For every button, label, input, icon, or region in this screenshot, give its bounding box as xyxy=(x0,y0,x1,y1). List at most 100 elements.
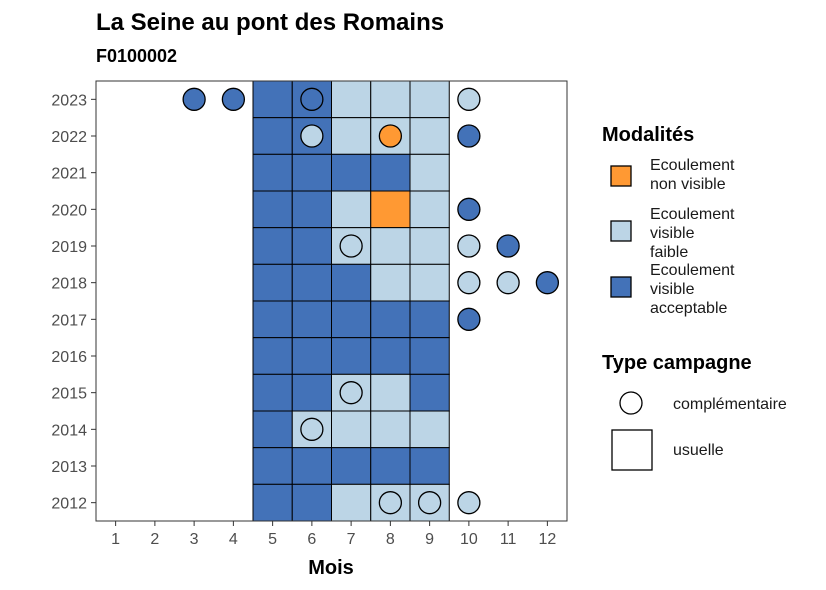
legend-key-non_visible xyxy=(610,165,632,187)
tile-2017-8 xyxy=(370,300,411,339)
x-tick-label: 10 xyxy=(460,531,478,548)
tile-2020-9 xyxy=(409,190,450,229)
point-2012-10 xyxy=(457,491,481,515)
legend-label-acceptable: Ecoulement visible acceptable xyxy=(650,262,735,317)
tile-2017-6 xyxy=(291,300,332,339)
tile-2022-7 xyxy=(331,117,372,155)
tile-2018-5 xyxy=(252,263,293,302)
tile-2020-8 xyxy=(370,190,411,229)
tile-2012-7 xyxy=(331,483,372,522)
tile-2017-7 xyxy=(331,300,372,339)
tile-2020-7 xyxy=(331,190,372,229)
tile-2013-8 xyxy=(370,447,411,485)
tile-2016-8 xyxy=(370,337,411,375)
tile-2016-6 xyxy=(291,337,332,375)
y-tick-label: 2015 xyxy=(51,386,87,403)
x-tick-label: 4 xyxy=(229,531,238,548)
y-tick-label: 2019 xyxy=(51,239,87,256)
tile-2021-6 xyxy=(291,153,332,192)
legend-key-faible xyxy=(610,220,632,242)
tile-2021-7 xyxy=(331,153,372,192)
x-tick-label: 11 xyxy=(500,531,517,548)
tile-2018-7 xyxy=(331,263,372,302)
tile-2016-9 xyxy=(409,337,450,375)
tile-2015-6 xyxy=(291,373,332,412)
legend-label-line: non visible xyxy=(650,176,726,193)
y-tick-label: 2012 xyxy=(51,496,87,513)
y-tick-label: 2016 xyxy=(51,349,87,366)
tile-2019-8 xyxy=(370,227,411,265)
tile-2013-9 xyxy=(409,447,450,485)
tile-2023-7 xyxy=(331,80,372,119)
tile-2012-5 xyxy=(252,483,293,522)
chart-subtitle: F0100002 xyxy=(96,46,177,66)
y-tick-label: 2017 xyxy=(51,312,87,329)
x-tick-label: 6 xyxy=(307,531,316,548)
x-tick-label: 7 xyxy=(347,531,356,548)
tile-2022-9 xyxy=(409,117,450,155)
point-2023-10 xyxy=(457,87,481,111)
legend-label-line: Ecoulement xyxy=(650,157,735,174)
point-2014-6 xyxy=(300,417,324,441)
tile-2020-5 xyxy=(252,190,293,229)
x-tick-label: 2 xyxy=(150,531,159,548)
point-2023-3 xyxy=(182,87,206,111)
tile-2017-9 xyxy=(409,300,450,339)
y-tick-label: 2023 xyxy=(51,92,87,109)
legend-label-line: visible xyxy=(650,281,695,298)
tile-2019-9 xyxy=(409,227,450,265)
tile-2015-9 xyxy=(409,373,450,412)
point-2019-10 xyxy=(457,234,481,258)
point-2012-9 xyxy=(417,491,442,515)
y-tick-label: 2021 xyxy=(51,166,87,183)
tile-2022-5 xyxy=(252,117,293,155)
tile-2014-5 xyxy=(252,410,293,449)
legend-label-usuelle: usuelle xyxy=(673,442,724,459)
y-tick-label: 2020 xyxy=(51,202,87,219)
point-2018-10 xyxy=(457,271,481,295)
point-2012-8 xyxy=(378,491,403,515)
y-tick-label: 2022 xyxy=(51,129,87,146)
x-tick-label: 1 xyxy=(111,531,120,548)
x-tick-label: 12 xyxy=(538,531,556,548)
legend-title-type: Type campagne xyxy=(602,352,752,374)
tile-2013-7 xyxy=(331,447,372,485)
legend-label-non_visible: Ecoulement non visible xyxy=(650,157,735,193)
tile-2019-5 xyxy=(252,227,293,265)
y-tick-label: 2014 xyxy=(51,422,87,439)
legend-label-complementaire: complémentaire xyxy=(673,396,787,413)
tile-2019-6 xyxy=(291,227,332,265)
point-2022-10 xyxy=(457,124,481,148)
tile-2023-5 xyxy=(252,80,293,119)
y-tick-label: 2013 xyxy=(51,459,87,476)
tile-2021-9 xyxy=(409,153,450,192)
tile-2023-9 xyxy=(409,80,450,119)
point-2019-7 xyxy=(339,234,363,258)
point-2018-12 xyxy=(535,271,560,295)
tile-2018-6 xyxy=(291,263,332,302)
legend-label-line: Ecoulement xyxy=(650,262,735,279)
tile-2014-8 xyxy=(370,410,411,449)
point-2017-10 xyxy=(457,307,481,331)
tile-2014-9 xyxy=(409,410,450,449)
tile-2020-6 xyxy=(291,190,332,229)
point-2023-6 xyxy=(300,87,324,111)
tile-2012-9 xyxy=(409,483,450,522)
tile-2021-5 xyxy=(252,153,293,192)
legend-label-line: acceptable xyxy=(650,300,727,317)
point-2023-4 xyxy=(221,87,246,111)
tile-2014-7 xyxy=(331,410,372,449)
legend-key-acceptable xyxy=(610,276,632,298)
legend-label-line: faible xyxy=(650,244,688,261)
tile-2021-8 xyxy=(370,153,411,192)
tile-2015-8 xyxy=(370,373,411,412)
tile-2023-8 xyxy=(370,80,411,119)
legend-key-complementaire xyxy=(619,391,643,415)
x-tick-label: 5 xyxy=(268,531,277,548)
tile-2016-5 xyxy=(252,337,293,375)
tile-2017-5 xyxy=(252,300,293,339)
x-axis-title: Mois xyxy=(308,557,354,579)
chart-title: La Seine au pont des Romains xyxy=(96,9,444,36)
